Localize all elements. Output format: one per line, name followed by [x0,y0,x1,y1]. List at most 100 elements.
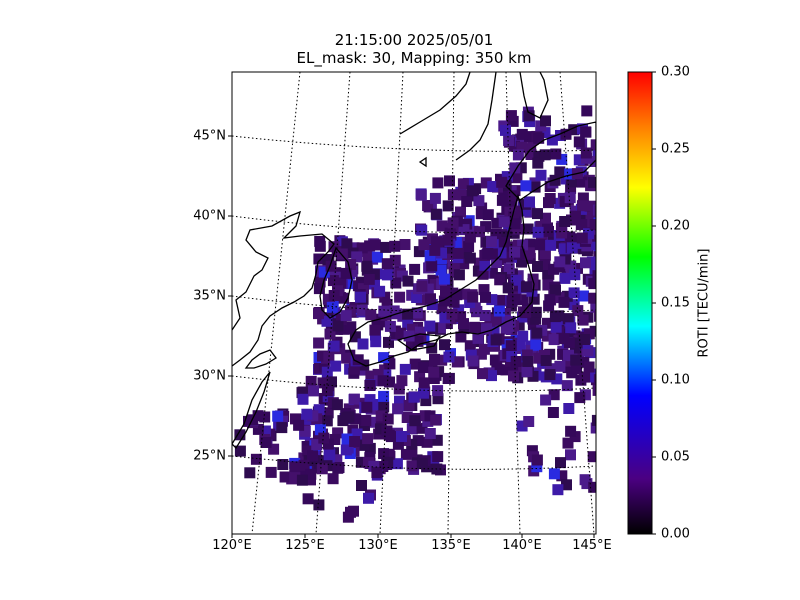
roti-cell [326,301,338,313]
roti-cell [510,274,522,286]
roti-cell [579,389,591,401]
roti-cell [289,472,301,484]
roti-cell [290,413,301,425]
roti-cell [592,270,596,282]
roti-cell [365,370,377,382]
roti-cell [540,115,551,127]
roti-cell [488,326,500,338]
roti-cell [566,242,578,254]
lat-label-35: 35°N [193,288,226,304]
colorbar [627,71,653,535]
roti-cell [431,236,442,248]
roti-cell [593,368,596,380]
roti-cell [533,352,545,364]
roti-cell [314,455,326,467]
roti-cell [565,322,577,334]
roti-cell [447,217,459,229]
map-title-params: EL_mask: 30, Mapping: 350 km [296,49,532,67]
roti-cell [523,416,535,427]
roti-cell [465,349,477,361]
roti-cell [402,308,414,320]
roti-cell [480,177,492,189]
roti-cell [580,257,591,269]
roti-cell [493,305,505,317]
roti-cell [486,236,497,248]
roti-cell [517,294,529,306]
roti-cell [539,259,551,270]
roti-cell [378,305,390,317]
map-title-time: 21:15:00 2025/05/01 [334,31,494,49]
roti-cell [579,334,590,345]
roti-cell [314,240,326,252]
roti-cell [526,445,538,457]
roti-cell [503,321,514,333]
roti-cell [234,445,246,457]
roti-cell [416,224,428,236]
roti-cell [383,429,395,441]
roti-cell [443,242,455,254]
roti-cell [371,251,383,263]
roti-cell [358,283,369,295]
roti-cell [446,308,458,320]
colorbar-label: ROTI [TECU/min] [696,248,712,358]
colorbar-tick-0-00: 0.00 [661,526,690,542]
roti-cell [524,196,535,208]
roti-cell [453,269,465,281]
roti-cell [420,395,432,407]
roti-cell [590,301,596,313]
roti-cell [469,321,481,333]
roti-cell [535,169,547,181]
roti-cell [384,376,395,388]
roti-cell [509,162,521,174]
roti-cell [463,241,475,253]
roti-cell [325,260,337,272]
roti-cell [477,268,489,280]
roti-cell [568,299,580,311]
roti-cell [490,314,502,326]
roti-cell [384,320,396,332]
roti-cell [489,354,501,366]
roti-cell [429,192,441,204]
roti-cell [402,275,414,287]
lat-label-45: 45°N [193,128,226,144]
roti-cell [299,425,311,437]
roti-cell [583,328,595,340]
roti-cell [438,295,450,307]
roti-cell [426,260,438,272]
roti-cell [507,190,519,202]
roti-cell [409,415,421,427]
roti-cell [572,262,583,274]
roti-cell [564,168,576,180]
roti-cell [520,180,532,192]
roti-cell [479,259,491,271]
roti-cell [447,189,459,201]
roti-cell [388,305,400,317]
roti-cell [592,204,596,216]
roti-cell [519,205,531,217]
roti-cell [317,377,329,389]
roti-cell [545,239,557,251]
roti-cell [363,273,375,285]
roti-cell [535,220,547,232]
roti-cell [426,342,438,354]
roti-cell [308,385,319,397]
roti-cell [531,454,543,466]
roti-cell [559,216,571,227]
roti-cell [326,376,337,388]
roti-cell [547,407,559,418]
roti-cell [558,296,570,308]
roti-cell [592,149,596,161]
roti-cell [568,287,580,299]
roti-cell [452,247,464,259]
roti-cell [391,458,403,470]
roti-cell [581,105,593,117]
lon-label-145: 145°E [572,538,612,553]
roti-cell [399,363,411,375]
roti-cell [564,192,576,204]
roti-cell [331,454,343,466]
roti-cell [561,479,572,491]
roti-cell [545,363,556,375]
roti-cell [589,263,596,275]
roti-cell [542,279,554,291]
